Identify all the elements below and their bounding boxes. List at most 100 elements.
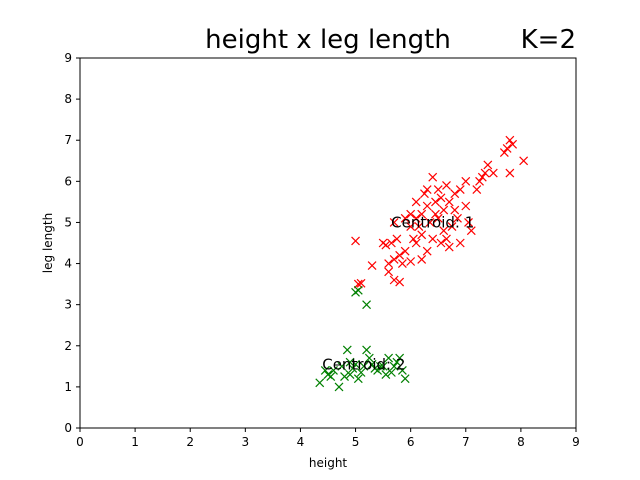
y-tick-label: 6 [64,174,72,188]
data-point-series-1 [475,176,484,186]
data-point-series-2 [395,353,405,363]
x-tick-label: 7 [462,435,470,449]
x-tick-label: 2 [186,435,194,449]
data-point-series-1 [464,218,473,227]
data-point-series-1 [367,261,377,271]
data-point-series-2 [384,353,394,363]
data-point-series-1 [431,209,440,219]
data-point-series-1 [439,205,449,215]
data-point-series-1 [450,205,460,215]
data-point-series-1 [389,255,399,264]
data-point-series-1 [428,172,438,182]
data-point-series-2 [353,374,363,384]
data-point-series-1 [508,139,518,149]
data-point-series-1 [444,197,454,207]
x-tick-label: 8 [517,435,525,449]
data-point-series-1 [397,259,407,268]
y-tick-label: 1 [64,380,72,394]
data-point-series-1 [417,230,427,240]
y-tick-label: 4 [64,257,72,271]
data-point-series-1 [417,209,427,219]
data-point-series-1 [488,168,498,178]
data-point-series-1 [499,148,509,157]
data-point-series-1 [431,197,440,207]
data-point-series-1 [422,185,432,194]
data-point-series-2 [386,368,396,377]
data-point-series-1 [455,185,465,194]
data-point-series-1 [433,213,443,223]
data-point-series-1 [395,250,405,260]
data-point-series-1 [505,168,515,178]
x-tick-label: 6 [407,435,415,449]
y-axis-ticks: 0 1 2 3 4 5 6 7 8 9 [64,51,80,435]
data-point-series-1 [411,238,421,248]
data-point-series-1 [414,222,424,231]
data-point-series-2 [375,361,385,371]
data-point-series-2 [345,357,355,367]
data-point-series-1 [477,172,487,182]
centroid-label: Centroid: 1 [391,213,474,231]
data-point-series-1 [420,189,429,199]
data-point-series-1 [406,209,416,219]
centroid-label: Centroid: 2 [322,355,405,373]
data-point-series-1 [386,238,396,248]
data-point-series-2 [353,285,363,295]
data-point-series-1 [505,135,515,145]
x-tick-label: 5 [352,435,360,449]
data-point-series-1 [483,160,493,170]
chart-title: height x leg length [205,25,451,55]
data-point-series-1 [411,197,421,207]
data-point-series-1 [439,226,449,236]
data-point-series-2 [351,359,360,369]
x-tick-label: 4 [297,435,305,449]
data-point-series-1 [455,238,465,248]
data-point-series-1 [389,218,399,227]
x-tick-label: 0 [76,435,84,449]
data-point-series-1 [422,201,432,211]
data-point-series-2 [397,366,407,375]
x-tick-label: 9 [572,435,580,449]
x-axis-ticks: 0 1 2 3 4 5 6 7 8 9 [76,428,580,449]
y-axis-label: leg length [41,213,55,273]
data-point-series-1 [461,176,471,186]
data-point-series-2 [400,374,410,384]
data-point-series-1 [400,246,410,256]
data-point-series-2 [362,300,372,310]
data-point-series-2 [370,363,380,373]
data-point-series-1 [411,213,421,223]
data-point-series-1 [480,168,490,178]
data-point-series-1 [406,222,416,231]
data-point-series-1 [519,156,529,166]
data-point-series-1 [442,234,451,244]
data-point-series-1 [472,185,482,194]
data-point-series-1 [450,189,460,199]
data-point-series-1 [502,144,512,153]
y-tick-label: 8 [64,92,72,106]
x-axis-label: height [309,456,348,470]
data-point-series-2 [356,368,366,377]
data-point-series-2 [362,345,372,355]
data-point-series-2 [340,372,349,382]
data-point-series-1 [381,240,391,250]
centroid-annotations: Centroid: 1 Centroid: 2 [322,213,474,373]
data-point-series-1 [428,234,438,244]
chart-title-right: K=2 [521,25,576,55]
data-point-series-1 [406,257,416,266]
data-point-series-1 [453,213,462,223]
data-point-series-1 [436,238,446,248]
data-point-series-1 [461,201,471,211]
data-point-series-1 [392,234,402,244]
data-point-series-1 [400,213,410,223]
y-tick-label: 7 [64,133,72,147]
data-point-series-2 [337,361,347,371]
data-point-series-2 [326,372,336,382]
data-point-series-1 [447,222,457,231]
data-point-series-1 [351,236,360,246]
data-point-series-2 [342,345,352,355]
data-point-series-1 [384,259,394,268]
data-point-series-1 [395,277,405,287]
data-point-series-1 [408,234,418,244]
data-point-series-1 [422,246,432,256]
y-tick-label: 5 [64,215,72,229]
data-point-series-2 [348,363,358,373]
